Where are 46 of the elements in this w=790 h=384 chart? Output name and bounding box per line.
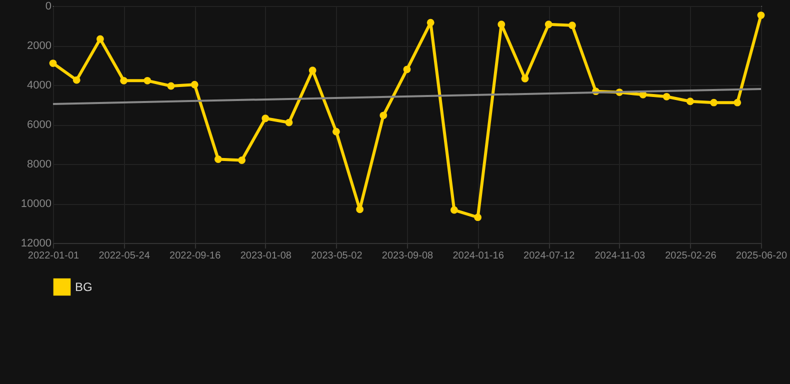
x-tick-label: 2025-02-26 xyxy=(665,250,717,262)
point xyxy=(332,128,340,136)
point xyxy=(72,76,80,84)
y-tick-label: 4000 xyxy=(27,80,52,92)
point xyxy=(96,35,104,43)
y-tick-label: 6000 xyxy=(27,119,52,131)
point xyxy=(144,76,152,84)
x-tick-label: 2022-01-01 xyxy=(28,250,80,262)
x-tick-label: 2022-09-16 xyxy=(170,250,222,262)
point xyxy=(662,92,670,100)
point xyxy=(120,76,128,84)
point xyxy=(403,66,411,74)
point xyxy=(474,214,482,222)
point xyxy=(710,98,718,106)
x-tick-label: 2023-09-08 xyxy=(382,250,434,262)
y-tick-label: 2000 xyxy=(27,40,52,52)
point xyxy=(734,98,742,106)
point xyxy=(380,112,388,120)
point xyxy=(308,66,316,74)
x-tick-label: 2022-05-24 xyxy=(98,250,150,262)
y-tick-label: 8000 xyxy=(27,158,52,170)
point xyxy=(450,206,458,214)
point xyxy=(356,206,364,214)
y-tick-label: 10000 xyxy=(20,198,52,210)
point xyxy=(757,12,765,19)
point xyxy=(544,20,552,28)
point xyxy=(686,98,694,106)
legend-label: BG xyxy=(75,280,92,294)
x-tick-label: 2025-06-20 xyxy=(736,250,788,262)
y-tick-label: 0 xyxy=(45,0,52,12)
point xyxy=(426,18,434,26)
point xyxy=(262,114,270,122)
x-tick-label: 2023-05-02 xyxy=(311,250,363,262)
point xyxy=(238,156,246,164)
y-tick-label: 12000 xyxy=(20,238,52,250)
x-tick-label: 2023-01-08 xyxy=(240,250,292,262)
point xyxy=(190,80,198,88)
point xyxy=(214,156,222,163)
x-tick-label: 2024-01-16 xyxy=(452,250,504,262)
point xyxy=(285,118,293,126)
x-tick-label: 2024-07-12 xyxy=(524,250,576,262)
point xyxy=(49,60,57,67)
point xyxy=(498,20,506,28)
point xyxy=(167,82,175,90)
x-tick-label: 2024-11-03 xyxy=(594,250,646,262)
point xyxy=(568,22,576,30)
